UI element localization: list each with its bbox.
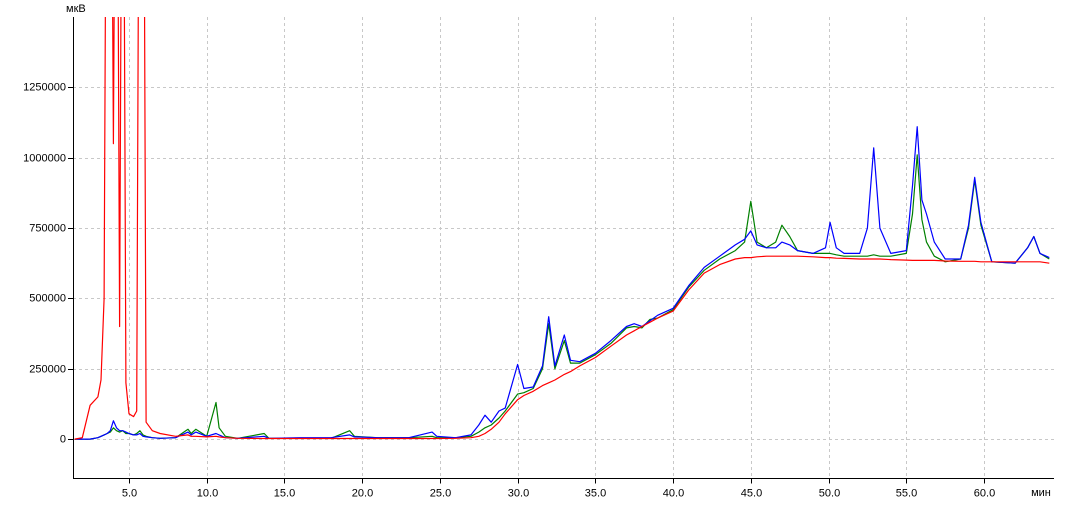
x-tick-label: 60.0: [974, 487, 995, 499]
x-tick-label: 25.0: [430, 487, 451, 499]
y-tick-label: 0: [60, 433, 66, 445]
x-tick-label: 20.0: [352, 487, 373, 499]
x-axis-label: мин: [1031, 487, 1051, 499]
x-tick-label: 30.0: [508, 487, 529, 499]
series-line: [74, 154, 1050, 440]
y-tick-label: 1250000: [23, 81, 66, 93]
x-tick-label: 50.0: [819, 487, 840, 499]
series-line: [74, 17, 1050, 440]
x-tick-label: 55.0: [896, 487, 917, 499]
x-tick-label: 40.0: [663, 487, 684, 499]
x-tick-label: 45.0: [741, 487, 762, 499]
x-tick-label: 10.0: [197, 487, 218, 499]
y-tick-label: 250000: [29, 363, 66, 375]
y-tick-label: 1000000: [23, 152, 66, 164]
y-tick-label: 500000: [29, 292, 66, 304]
y-axis-label: мкВ: [66, 3, 86, 15]
y-tick-label: 750000: [29, 222, 66, 234]
x-tick-label: 5.0: [122, 487, 137, 499]
x-tick-label: 15.0: [274, 487, 295, 499]
series-line: [74, 126, 1050, 440]
x-tick-label: 35.0: [585, 487, 606, 499]
